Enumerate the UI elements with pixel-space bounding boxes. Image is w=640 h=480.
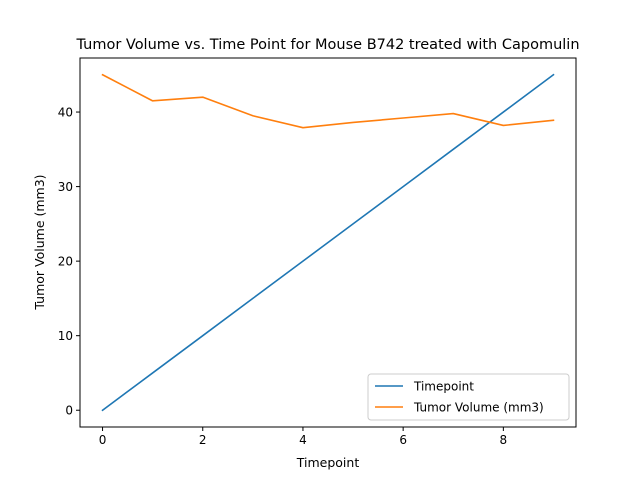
legend-label-timepoint: Timepoint [413, 380, 474, 394]
legend-label-tumor-volume: Tumor Volume (mm3) [413, 401, 544, 415]
y-tick-label: 20 [58, 255, 73, 269]
y-tick-label: 30 [58, 180, 73, 194]
x-tick-label: 0 [99, 433, 107, 447]
x-tick-label: 8 [500, 433, 508, 447]
axis-ticks: 0 2 4 6 8 0 10 20 30 40 [58, 106, 507, 447]
legend: Timepoint Tumor Volume (mm3) [367, 373, 570, 421]
x-tick-label: 2 [199, 433, 207, 447]
series-line-timepoint [101, 73, 555, 412]
chart-title: Tumor Volume vs. Time Point for Mouse B7… [75, 37, 579, 53]
legend-box [367, 373, 570, 421]
y-tick-label: 10 [58, 329, 73, 343]
y-axis-label: Tumor Volume (mm3) [32, 174, 47, 310]
y-tick-label: 40 [58, 106, 73, 120]
x-axis-label: Timepoint [296, 455, 360, 470]
y-tick-label: 0 [65, 404, 73, 418]
axes-frame [79, 57, 577, 428]
x-tick-label: 4 [299, 433, 307, 447]
plot-area [101, 73, 555, 412]
x-tick-label: 6 [399, 433, 407, 447]
series-line-tumor-volume [101, 73, 555, 129]
